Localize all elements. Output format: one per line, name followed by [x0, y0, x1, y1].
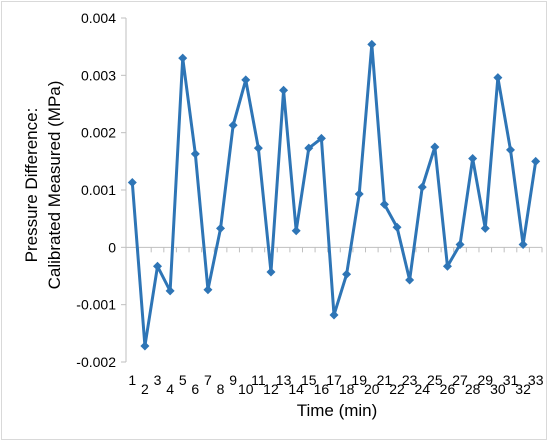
data-point-marker	[316, 133, 326, 143]
x-tick-label: 4	[166, 381, 174, 397]
data-point-marker	[367, 39, 377, 49]
x-tick-label: 12	[263, 381, 279, 397]
data-point-marker	[405, 275, 415, 285]
data-point-marker	[140, 341, 150, 351]
x-tick-label: 18	[339, 381, 355, 397]
series-polyline	[130, 42, 538, 348]
data-point-marker	[342, 269, 352, 279]
x-tick-label: 31	[503, 372, 519, 388]
data-point-marker	[253, 143, 263, 153]
data-point-marker	[468, 153, 478, 163]
x-tick-label: 9	[229, 372, 237, 388]
data-point-marker	[430, 142, 440, 152]
x-tick-label: 33	[528, 372, 544, 388]
x-tick-label: 24	[414, 381, 430, 397]
data-point-marker	[505, 145, 515, 155]
series-line	[130, 42, 538, 348]
x-tick-label: 5	[179, 372, 187, 388]
x-tick-label: 27	[452, 372, 468, 388]
y-tick-label: 0.003	[81, 67, 116, 83]
x-tick-label: 11	[251, 372, 266, 388]
x-tick-label: 22	[389, 381, 405, 397]
data-point-marker	[531, 156, 541, 166]
y-tick-label: 0	[108, 239, 116, 255]
x-tick-label: 30	[490, 381, 506, 397]
x-tick-label: 17	[326, 372, 342, 388]
data-point-marker	[190, 149, 200, 159]
data-point-marker	[203, 285, 213, 295]
data-point-marker	[493, 73, 503, 83]
data-point-marker	[442, 261, 452, 271]
data-point-marker	[455, 239, 465, 249]
data-point-marker	[266, 267, 276, 277]
x-axis-title: Time (min)	[297, 401, 378, 420]
y-tick-label: -0.002	[76, 354, 116, 370]
data-point-marker	[178, 53, 188, 63]
data-point-marker	[165, 286, 175, 296]
series-markers	[127, 39, 541, 351]
x-tick-label: 19	[351, 372, 367, 388]
x-tick-label: 28	[465, 381, 481, 397]
data-point-marker	[392, 222, 402, 232]
data-point-marker	[379, 199, 389, 209]
x-tick-label: 26	[440, 381, 456, 397]
x-tick-label: 20	[364, 381, 380, 397]
chart-axes	[121, 17, 543, 363]
data-point-marker	[354, 189, 364, 199]
x-tick-label: 6	[191, 381, 199, 397]
x-tick-label: 25	[427, 372, 443, 388]
y-tick-label: 0.004	[81, 10, 116, 26]
x-tick-label: 13	[276, 372, 292, 388]
x-tick-label: 32	[515, 381, 531, 397]
y-axis-title-line2: Calibrated Measured (MPa)	[45, 81, 64, 290]
data-point-marker	[241, 75, 251, 85]
data-point-marker	[291, 226, 301, 236]
x-tick-label: 14	[288, 381, 304, 397]
x-tick-label: 29	[477, 372, 493, 388]
data-point-marker	[518, 239, 528, 249]
data-point-marker	[279, 85, 289, 95]
data-point-marker	[480, 223, 490, 233]
data-point-marker	[153, 261, 163, 271]
data-point-marker	[216, 223, 226, 233]
x-tick-label: 23	[402, 372, 418, 388]
y-tick-labels: -0.002 -0.001 0 0.001 0.002 0.003 0.004	[76, 10, 116, 370]
data-point-marker	[304, 143, 314, 153]
data-point-marker	[329, 310, 339, 320]
x-tick-label: 8	[217, 381, 225, 397]
x-tick-label: 1	[128, 372, 136, 388]
data-point-marker	[228, 120, 238, 130]
y-tick-label: -0.001	[76, 297, 116, 313]
y-tick-label: 0.002	[81, 125, 116, 141]
data-point-marker	[127, 178, 137, 188]
x-tick-label: 2	[141, 381, 149, 397]
x-tick-labels: 1 3 5 7 9 11 13 15 17 19 21 23 25 27 29 31 332 4 6 8 10 12 14 1…	[128, 372, 543, 397]
x-tick-label: 10	[238, 381, 254, 397]
y-tick-label: 0.001	[81, 182, 116, 198]
y-axis-title-line1: Pressure Difference:	[22, 108, 41, 263]
x-tick-label: 15	[301, 372, 317, 388]
x-tick-label: 3	[154, 372, 162, 388]
x-tick-label: 16	[314, 381, 330, 397]
x-tick-label: 7	[204, 372, 212, 388]
x-tick-label: 21	[377, 372, 393, 388]
data-point-marker	[417, 182, 427, 192]
